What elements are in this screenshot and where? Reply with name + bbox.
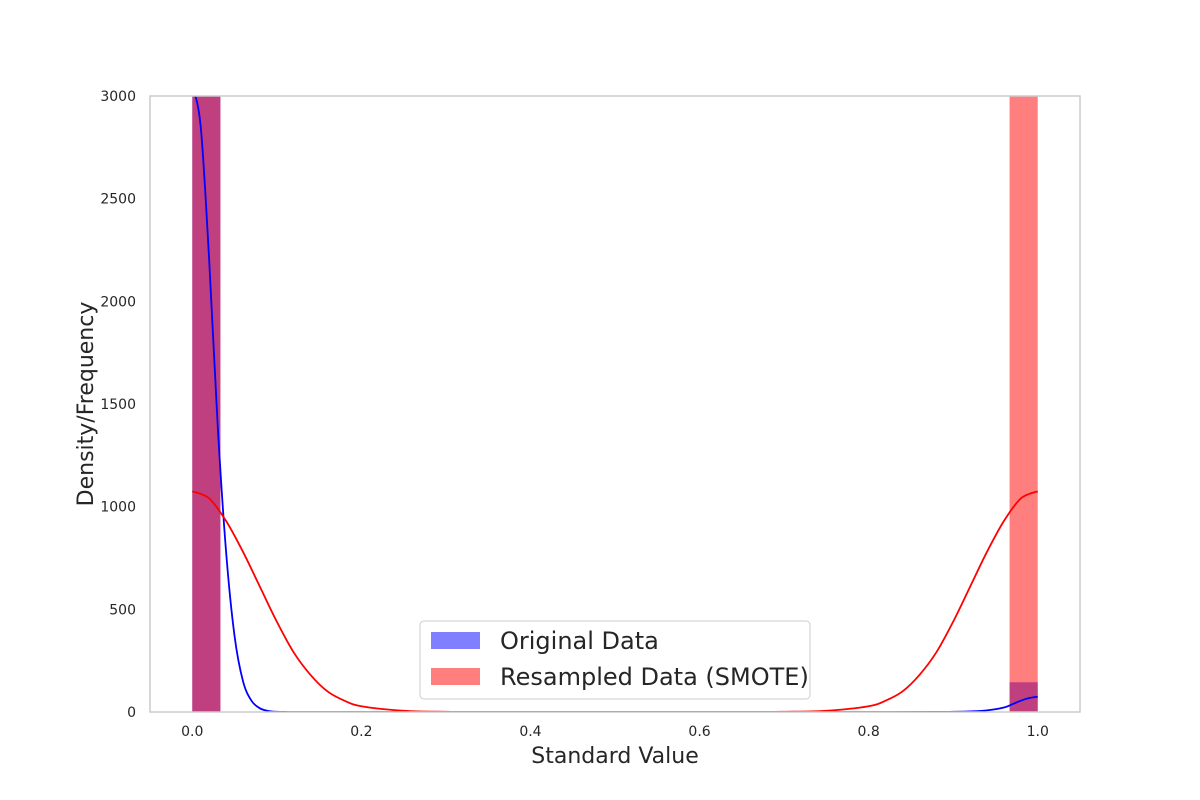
x-tick-label: 0.6 (688, 724, 710, 740)
kde-line-resampled (191, 490, 1039, 712)
y-tick-label: 1500 (100, 397, 136, 413)
legend-label-resampled: Resampled Data (SMOTE) (500, 663, 809, 691)
x-tick-label: 0.0 (181, 724, 203, 740)
x-tick-label: 1.0 (1027, 724, 1049, 740)
x-tick-label: 0.2 (350, 724, 372, 740)
histogram-bars (192, 96, 1038, 712)
x-tick-label: 0.4 (519, 724, 541, 740)
legend: Original Data Resampled Data (SMOTE) (419, 620, 811, 700)
legend-swatch-resampled (431, 668, 480, 685)
legend-swatch-original (431, 632, 480, 649)
x-axis-ticks: 0.0 0.2 0.4 0.6 0.8 1.0 (181, 724, 1049, 740)
x-tick-label: 0.8 (858, 724, 880, 740)
axes-frame (149, 95, 1081, 713)
kde-curves (191, 96, 1039, 712)
y-tick-label: 2500 (100, 192, 136, 208)
legend-label-original: Original Data (500, 627, 659, 655)
y-tick-label: 1000 (100, 500, 136, 516)
kde-line-original (194, 96, 1038, 712)
y-axis-label: Density/Frequency (74, 302, 99, 507)
x-axis-label: Standard Value (531, 744, 699, 769)
bar-resampled-1 (1009, 96, 1038, 712)
y-axis-ticks: 0 500 1000 1500 2000 2500 3000 (100, 89, 136, 721)
y-tick-label: 3000 (100, 89, 136, 105)
y-tick-label: 2000 (100, 294, 136, 310)
y-tick-label: 0 (127, 705, 136, 721)
legend-box (419, 620, 811, 700)
y-tick-label: 500 (109, 602, 136, 618)
